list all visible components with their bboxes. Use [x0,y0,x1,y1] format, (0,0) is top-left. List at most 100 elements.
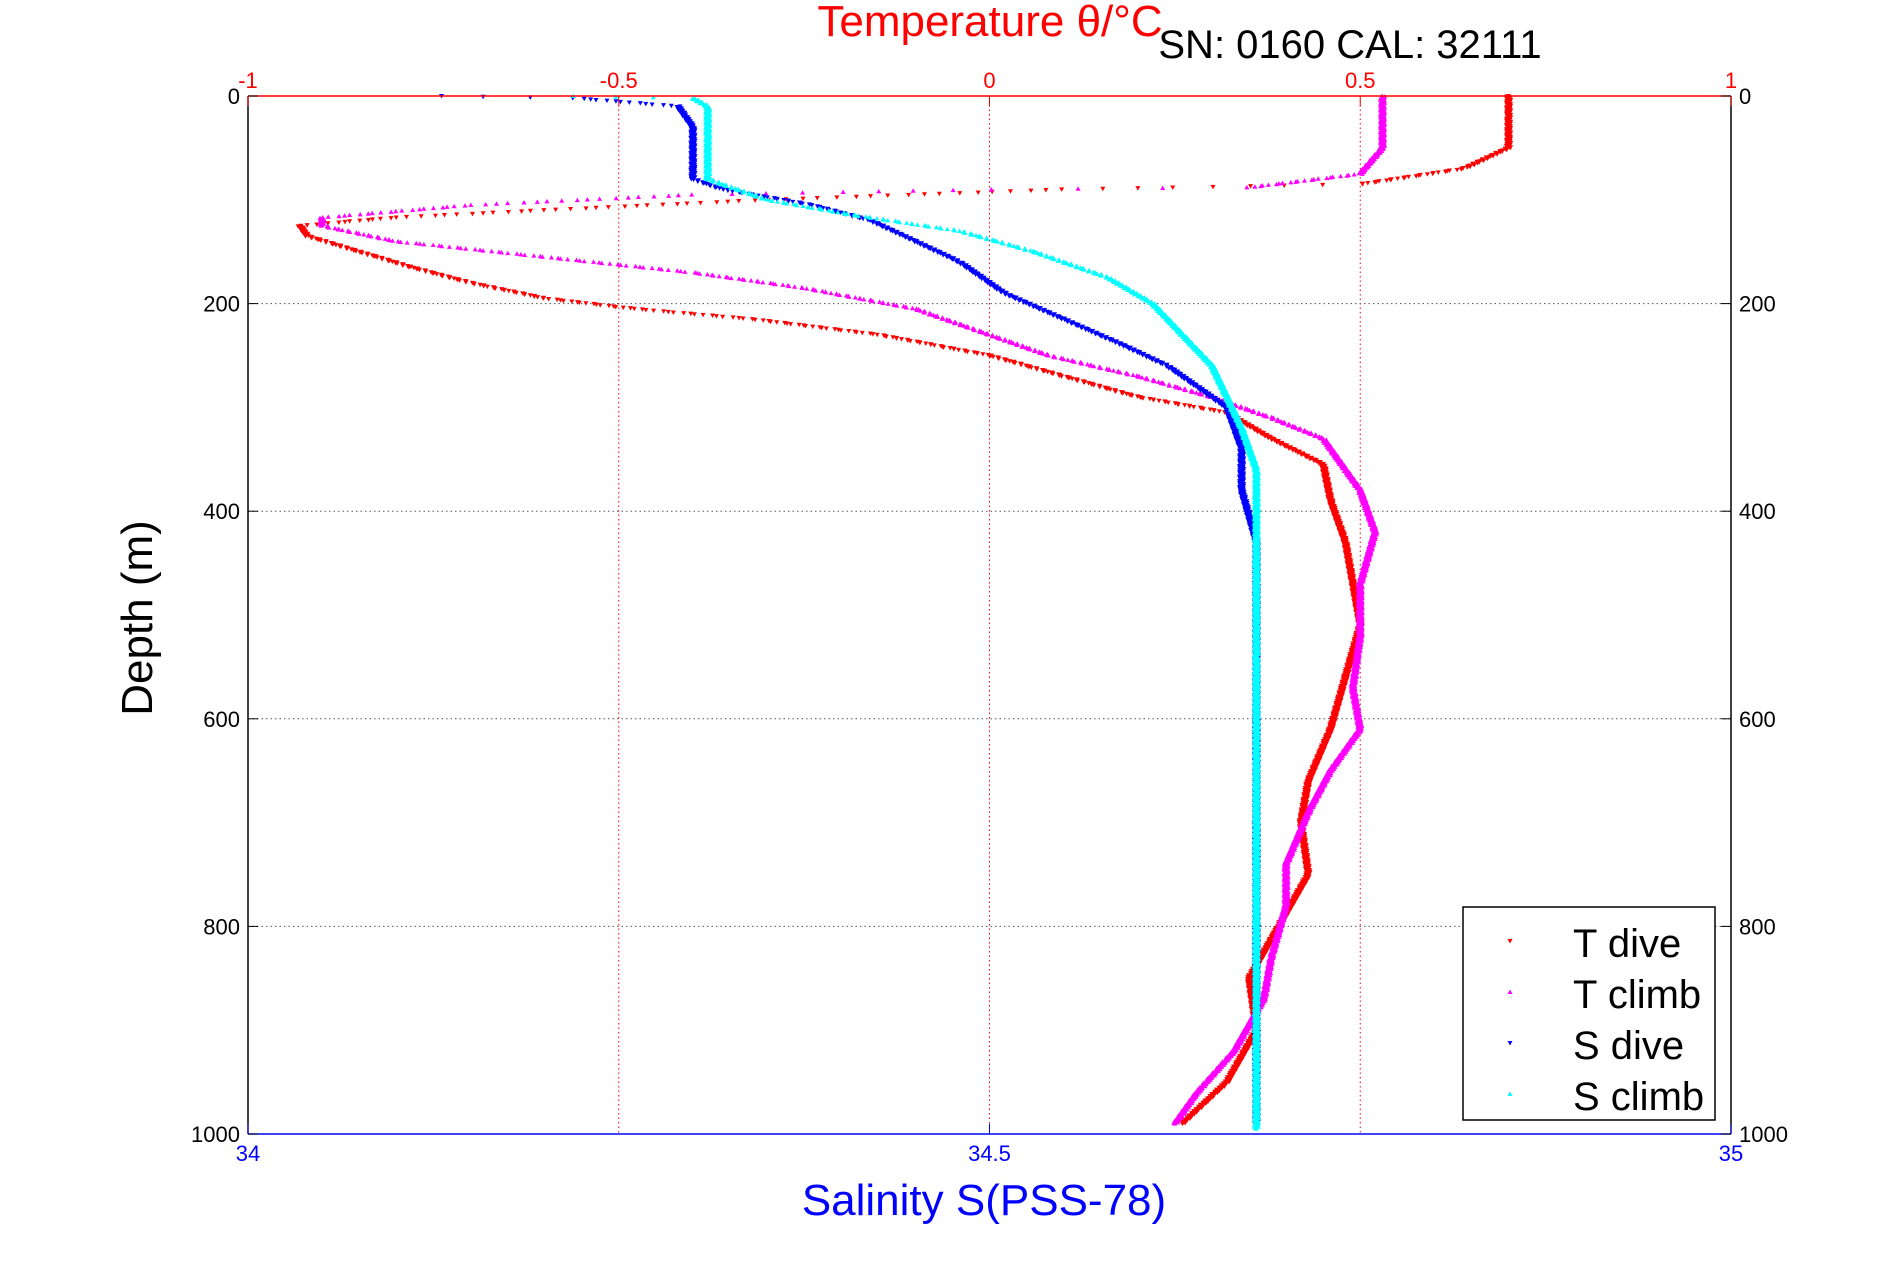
data-point [948,318,954,324]
data-point [998,289,1004,295]
data-point [1175,1119,1181,1125]
data-point [1031,348,1037,354]
data-point [593,302,599,308]
data-point [730,315,736,320]
data-point [857,296,863,301]
data-point [1084,361,1090,367]
data-point [329,242,335,247]
data-point [945,318,951,323]
data-point [559,198,565,203]
data-point [1179,375,1185,380]
data-point [697,100,703,106]
data-point [760,279,766,285]
data-point [480,211,486,216]
data-point [416,267,422,273]
data-point [1002,358,1008,364]
data-point [675,192,681,198]
data-point [553,207,559,213]
data-point [1091,363,1097,369]
data-point [741,277,747,282]
data-point [569,299,575,304]
data-point [1045,353,1051,358]
data-point [1406,174,1412,180]
data-point [417,241,423,246]
data-point [1307,456,1313,462]
data-point [796,322,802,328]
data-point [1001,338,1007,343]
data-point [803,324,809,329]
data-point [1065,357,1071,362]
data-point [1255,411,1261,417]
data-point [695,179,701,184]
data-point [965,325,971,330]
data-point [1359,182,1365,187]
data-point [1109,338,1115,344]
data-point [1170,185,1176,190]
data-point [1258,183,1264,189]
data-point [625,195,631,200]
data-point [593,205,599,211]
data-point [859,330,865,336]
data-point [1135,374,1141,379]
data-point [1474,160,1480,166]
data-point [909,305,915,311]
data-point [1272,947,1278,953]
data-point [990,354,996,360]
data-point [519,209,525,214]
data-point [660,202,666,208]
data-point [1353,672,1359,678]
data-point [1079,361,1085,366]
data-point [1172,1121,1178,1126]
data-point [1283,444,1289,450]
data-point [921,310,927,315]
data-point [356,231,362,236]
data-point [421,206,427,211]
data-point [303,234,309,239]
data-point [1182,387,1188,393]
data-point [1045,369,1051,375]
data-point [698,200,704,206]
data-point [1290,424,1296,430]
data-point [640,264,646,270]
data-point [568,206,574,212]
data-point [634,203,640,209]
data-point [471,282,477,287]
data-point [729,191,735,196]
data-point [631,306,637,312]
data-point [1494,152,1500,157]
data-point [880,300,886,306]
data-point [786,283,792,289]
series-s-climb [570,93,1262,1131]
data-point [810,324,816,330]
data-point [484,284,490,290]
data-point [813,288,819,293]
data-point [514,251,520,256]
data-point [399,208,405,213]
data-point [725,199,731,205]
data-point [1129,393,1135,399]
data-point [980,330,986,335]
data-point [1355,580,1361,585]
data-point [906,237,912,242]
data-point [576,300,582,306]
data-point [434,272,440,277]
data-point [637,101,643,106]
data-point [393,215,399,220]
data-point [1211,1072,1217,1078]
data-point [404,240,410,245]
data-point [792,284,798,289]
data-point [1458,167,1464,172]
data-point [1197,388,1203,393]
data-point [342,213,348,218]
data-point [996,356,1002,362]
data-point [413,240,419,246]
data-point [318,238,324,243]
data-point [659,266,665,272]
data-point [823,289,829,295]
data-point [1007,189,1013,194]
data-point [336,220,342,226]
data-point [977,329,983,335]
data-point [937,251,943,256]
data-point [784,321,790,327]
data-point [921,192,927,197]
